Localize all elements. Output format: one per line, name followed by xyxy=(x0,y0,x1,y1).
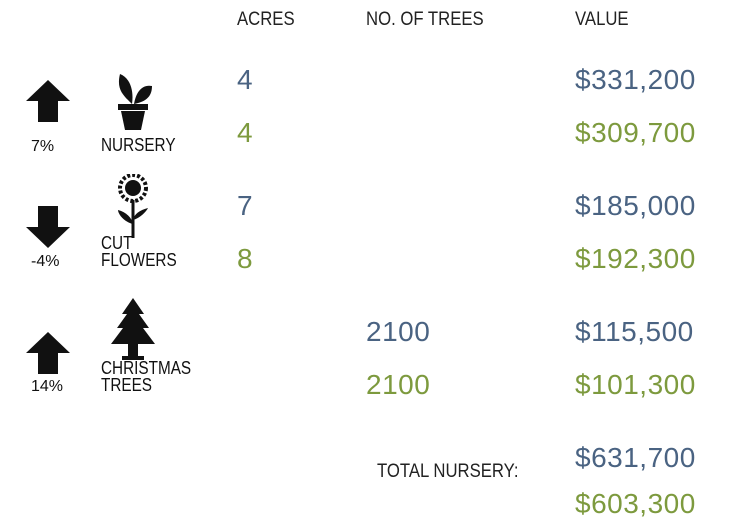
acres: 4 xyxy=(237,117,254,148)
total-value: $603,300 xyxy=(575,488,696,519)
total-label: TOTAL NURSERY: xyxy=(377,461,519,482)
nursery-icon xyxy=(118,74,152,130)
category-label: TREES xyxy=(101,375,153,395)
change-percent: 14% xyxy=(31,378,64,395)
value: $115,500 xyxy=(575,316,694,347)
acres: 7 xyxy=(237,190,254,221)
flower-icon xyxy=(118,174,148,238)
arrow-up xyxy=(26,80,70,122)
acres: 8 xyxy=(237,243,254,274)
arrow-down xyxy=(26,206,70,248)
category-label: NURSERY xyxy=(101,135,176,155)
change-percent: 7% xyxy=(31,138,55,155)
column-header: NO. OF TREES xyxy=(366,9,484,30)
value: $309,700 xyxy=(575,117,696,148)
arrow-up xyxy=(26,332,70,374)
category-label: CHRISTMAS xyxy=(101,358,192,378)
value: $331,200 xyxy=(575,64,696,95)
tree-icon xyxy=(111,298,155,360)
acres: 4 xyxy=(237,64,254,95)
category-label: FLOWERS xyxy=(101,250,177,270)
change-percent: -4% xyxy=(31,253,60,270)
total-value: $631,700 xyxy=(575,442,696,473)
value: $192,300 xyxy=(575,243,696,274)
trees: 2100 xyxy=(366,316,431,347)
value: $185,000 xyxy=(575,190,696,221)
trees: 2100 xyxy=(366,369,431,400)
value: $101,300 xyxy=(575,369,696,400)
category-label: CUT xyxy=(101,233,133,253)
column-header: VALUE xyxy=(575,9,629,30)
column-header: ACRES xyxy=(237,9,295,30)
